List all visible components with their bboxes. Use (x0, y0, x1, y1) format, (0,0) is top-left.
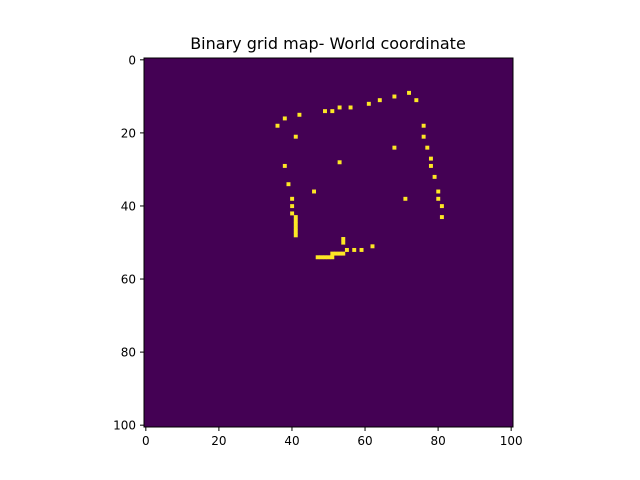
occupied-cell (337, 251, 342, 256)
y-axis: 0 20 40 60 80 100 (113, 53, 144, 433)
occupied-cell (330, 255, 335, 260)
occupied-cell (315, 255, 320, 260)
occupied-cell (290, 211, 295, 216)
occupied-cell (290, 204, 295, 209)
occupied-cell (297, 112, 302, 117)
occupied-cell (352, 247, 357, 252)
occupied-cell (323, 109, 327, 114)
occupied-cell (293, 229, 298, 234)
occupied-cell (326, 255, 331, 260)
occupied-cell (337, 160, 342, 165)
occupied-cell (290, 196, 295, 201)
x-axis: 0 20 40 60 80 100 (142, 427, 523, 448)
x-tick-label: 80 (430, 434, 445, 448)
occupied-cell (293, 215, 298, 220)
x-tick-label: 40 (284, 434, 299, 448)
y-tick-label: 100 (113, 419, 136, 433)
occupied-cell (366, 101, 371, 106)
occupied-cell (293, 226, 298, 231)
occupied-cell (293, 222, 298, 227)
occupied-cell (428, 156, 433, 161)
occupied-cell (282, 163, 287, 168)
occupied-cell (344, 247, 349, 252)
plot-background (144, 58, 513, 427)
occupied-cell (421, 134, 426, 139)
occupied-cell (330, 251, 335, 256)
occupied-cell (359, 247, 364, 252)
y-tick-label: 20 (121, 126, 136, 140)
occupied-cell (293, 134, 298, 139)
occupied-cell (348, 105, 353, 110)
occupied-cell (421, 123, 426, 128)
occupied-cell (293, 218, 298, 223)
y-tick-label: 0 (128, 53, 136, 67)
occupied-cell (337, 105, 342, 110)
occupied-cell (392, 94, 397, 99)
x-tick-label: 0 (142, 434, 150, 448)
plot-frame (143, 57, 514, 428)
occupied-cell (330, 109, 335, 114)
x-tick-label: 60 (357, 434, 372, 448)
chart-title: Binary grid map- World coordinate (190, 34, 466, 53)
occupied-cell (439, 204, 444, 209)
occupied-cell (293, 233, 298, 238)
occupied-cell (432, 174, 437, 179)
occupied-cell (282, 116, 287, 121)
occupied-cell (436, 189, 441, 194)
occupied-cell (319, 255, 324, 260)
occupied-cell (414, 98, 419, 103)
occupied-cell (341, 240, 346, 245)
y-tick-label: 60 (121, 273, 136, 287)
x-tick-label: 20 (211, 434, 226, 448)
y-tick-label: 40 (121, 199, 136, 213)
occupied-cell (428, 163, 433, 168)
x-tick-label: 100 (500, 434, 523, 448)
occupied-cell (312, 189, 317, 194)
occupied-cell (392, 145, 397, 150)
occupied-cell (403, 196, 408, 201)
occupied-cell (436, 196, 441, 201)
occupied-cell (341, 251, 346, 256)
occupied-cell (275, 123, 280, 128)
occupied-cell (323, 255, 327, 260)
y-tick-label: 80 (121, 346, 136, 360)
occupied-cell (286, 182, 291, 187)
occupied-cell (377, 98, 382, 103)
occupied-cell (370, 244, 375, 249)
occupied-cell (425, 145, 430, 150)
occupied-cell (333, 251, 338, 256)
occupied-cell (407, 90, 411, 95)
occupied-cells-layer (275, 90, 444, 260)
occupied-cell (439, 215, 444, 220)
occupied-cell (341, 237, 346, 241)
